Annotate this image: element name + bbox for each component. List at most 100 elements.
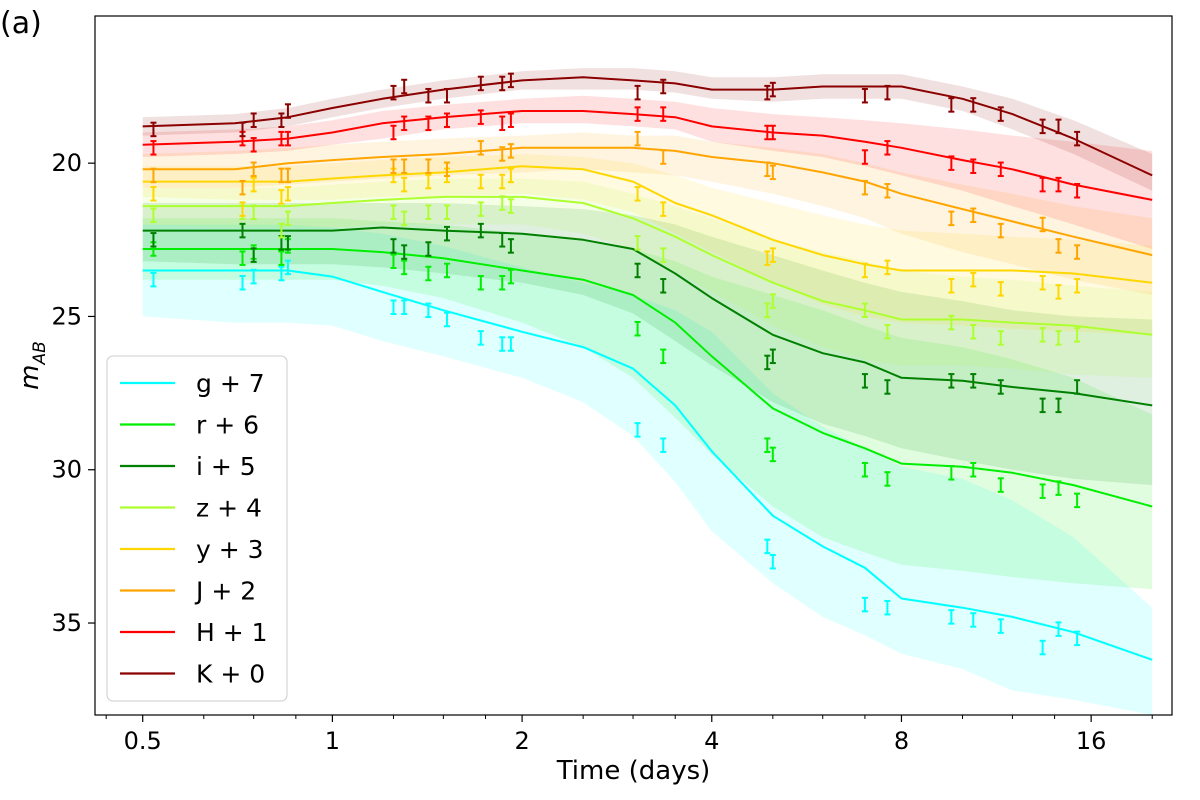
data-point [769,247,776,263]
data-point [425,87,432,104]
panel-label: (a) [0,6,42,41]
data-point [150,140,157,156]
data-point [284,167,291,184]
data-point [443,112,450,128]
data-point [1039,216,1046,233]
data-point [507,72,514,89]
data-point [1055,284,1062,300]
data-point [997,106,1004,122]
data-point [1055,480,1062,496]
data-point [769,81,776,98]
data-point [660,106,667,122]
data-point [477,75,484,92]
legend-label: g + 7 [196,369,265,398]
data-point [1074,630,1081,647]
data-point [764,250,771,266]
data-point [150,167,157,184]
data-point [250,176,257,193]
data-point [239,121,246,138]
data-point [634,262,641,279]
data-point [499,274,506,291]
data-point [660,348,667,365]
data-point [284,259,291,276]
data-point [970,271,977,288]
data-point [660,201,667,217]
data-point [477,140,484,156]
x-tick-label: 8 [894,727,909,755]
legend-label: i + 5 [196,452,256,481]
data-point [507,112,514,128]
data-point [401,78,408,95]
data-point [425,173,432,190]
data-point [948,314,955,331]
data-point [884,471,891,487]
y-axis-title-subscript: AB [30,341,50,365]
model-lines [142,76,1153,661]
data-point [997,281,1004,297]
data-point [477,222,484,239]
data-point [443,225,450,242]
model-line-5 [142,146,1153,257]
data-point [390,204,397,220]
data-point [634,235,641,251]
data-point [477,274,484,291]
data-point [507,336,514,352]
data-point [1055,330,1062,346]
data-point [150,232,157,248]
data-point [477,109,484,125]
data-point [764,354,771,371]
data-point [1055,621,1062,637]
data-point [1074,130,1081,147]
data-point [970,207,977,224]
data-point [660,247,667,263]
data-point [477,201,484,217]
data-point [507,143,514,159]
y-tick-label: 35 [51,609,82,637]
data-point [443,311,450,328]
data-point [250,247,257,263]
data-point [861,149,868,165]
data-point [425,204,432,220]
data-point [443,204,450,220]
data-point [425,115,432,132]
data-point [1039,639,1046,656]
band-1 [142,218,1153,590]
x-tick-label: 0.5 [124,727,162,755]
data-point [1055,118,1062,135]
data-point [1039,397,1046,414]
data-point [425,302,432,319]
legend-label: K + 0 [196,660,265,689]
data-point [764,124,771,141]
data-point [499,232,506,248]
data-point [477,330,484,346]
data-point [997,618,1004,634]
data-point [861,461,868,478]
data-point [278,222,285,239]
data-point [769,446,776,463]
data-point [764,437,771,453]
band-4 [142,154,1153,335]
band-2 [142,203,1153,486]
data-point [239,222,246,239]
data-point [390,124,397,141]
data-point [1039,483,1046,499]
model-line-6 [142,110,1153,201]
x-tick-label: 4 [704,727,719,755]
data-point [861,179,868,196]
data-point [884,140,891,156]
data-point [401,210,408,227]
data-point [390,158,397,174]
data-point [1055,176,1062,193]
data-point [660,149,667,165]
data-point [150,186,157,202]
data-point [507,167,514,184]
data-point [634,130,641,147]
data-point [499,115,506,132]
data-point [239,250,246,266]
data-point [764,84,771,101]
legend-label: r + 6 [196,411,259,440]
data-point [1039,327,1046,343]
data-point [948,609,955,625]
data-point [764,161,771,178]
data-point [1074,492,1081,509]
